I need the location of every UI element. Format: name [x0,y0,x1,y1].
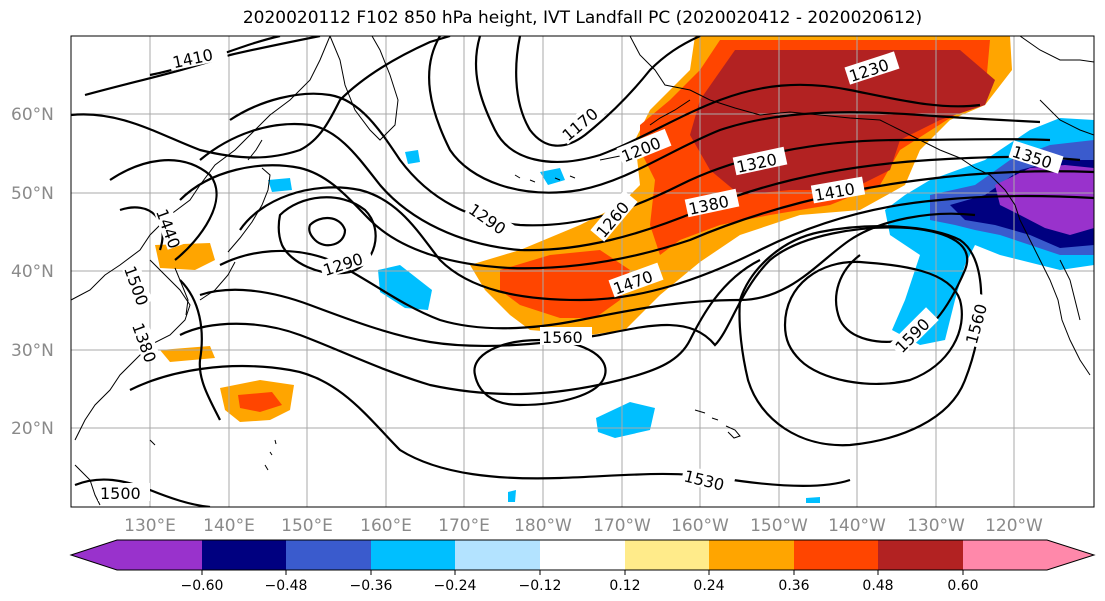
lon-label: 160°E [360,516,412,536]
lon-label: 180°W [514,516,572,536]
lon-label: 130°E [124,516,176,536]
lon-label: 150°E [281,516,333,536]
lat-label: 40°N [11,262,54,282]
map-title: 2020020112 F102 850 hPa height, IVT Land… [242,8,923,28]
lon-label: 140°E [203,516,255,536]
lon-label: 150°W [750,516,808,536]
lat-label: 50°N [11,184,54,204]
lat-label: 60°N [11,105,54,125]
contour-label: 1560 [542,328,583,347]
lon-label: 130°W [907,516,965,536]
map-frame [70,35,1095,508]
lon-label: 170°W [593,516,651,536]
lat-label: 30°N [11,341,54,361]
contour-label: 1500 [100,484,141,503]
lon-label: 140°W [828,516,886,536]
lon-label: 170°E [438,516,490,536]
lat-label: 20°N [11,419,54,439]
lon-label: 120°W [985,516,1043,536]
latitude-labels: 60°N 50°N 40°N 30°N 20°N [11,105,54,439]
lon-label: 160°W [671,516,729,536]
longitude-labels: 130°E 140°E 150°E 160°E 170°E 180°W 170°… [124,516,1043,536]
